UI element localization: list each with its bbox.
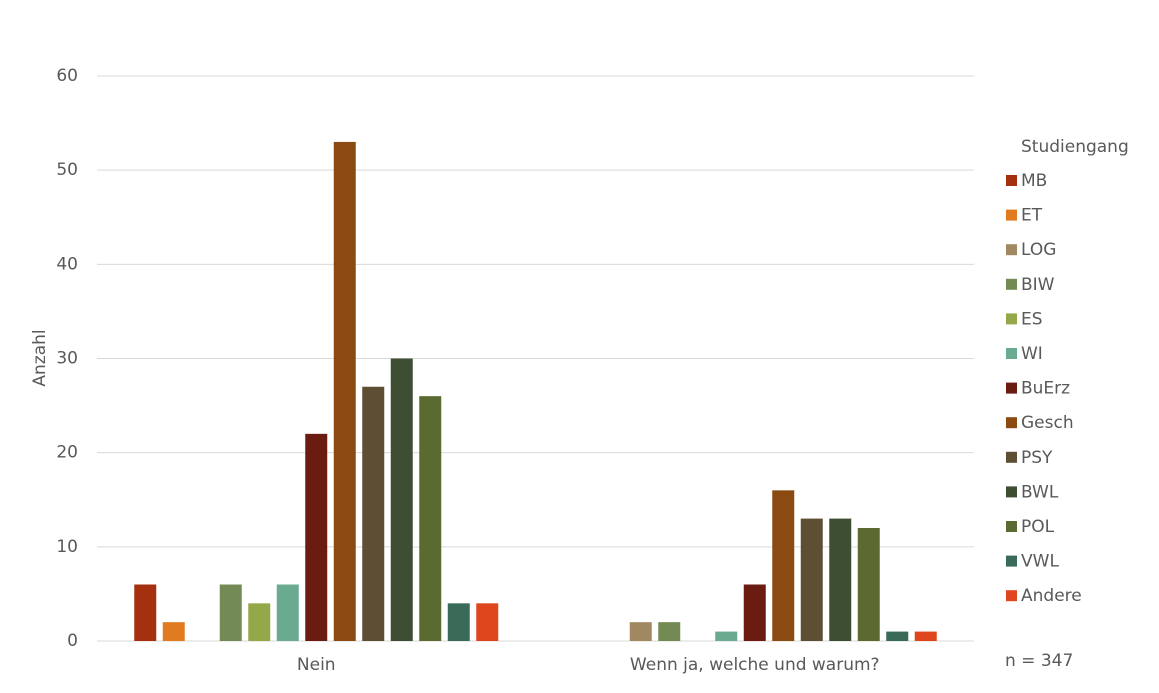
legend-swatch [1006,555,1017,567]
y-tick-label: 40 [56,254,78,274]
bar [829,518,852,641]
bar [715,631,738,641]
bar [305,433,328,641]
bar [658,622,681,641]
legend-swatch [1006,209,1017,221]
legend-label: PSY [1021,448,1053,468]
y-tick-label: 20 [56,443,78,463]
legend-label: Andere [1021,586,1082,606]
x-tick-label: Wenn ja, welche und warum? [630,655,880,675]
bar [134,584,157,641]
legend-swatch [1006,244,1017,256]
y-tick-label: 30 [56,349,78,369]
legend-swatch [1006,417,1017,429]
legend-swatch [1006,590,1017,602]
bar [162,622,185,641]
legend-label: POL [1021,517,1055,537]
legend-swatch [1006,348,1017,359]
legend-label: BuErz [1021,379,1070,399]
legend-swatch [1006,278,1017,290]
bar [886,631,909,641]
bar [248,603,271,641]
y-tick-label: 50 [56,160,78,180]
bar [219,584,242,641]
bar [390,358,413,641]
legend-swatch [1006,175,1017,186]
legend-label: ES [1021,309,1043,329]
annotation: n = 347 [1005,651,1073,671]
bar [800,518,823,641]
y-tick-label: 10 [56,537,78,557]
bar [333,141,356,641]
bar [629,622,652,641]
legend-label: BIW [1021,275,1055,295]
legend-label: ET [1021,206,1043,226]
bar [857,528,880,641]
x-tick-label: Nein [297,655,336,675]
bar [276,584,299,641]
y-tick-label: 60 [56,66,78,86]
legend-swatch [1006,382,1017,394]
legend-label: Gesch [1021,413,1074,433]
y-axis-label: Anzahl [30,329,50,386]
bar [476,603,499,641]
y-tick-label: 0 [67,631,78,651]
legend-swatch [1006,313,1017,325]
bar [447,603,470,641]
legend-swatch [1006,451,1017,463]
legend-label: BWL [1021,482,1059,502]
bar [914,631,937,641]
legend-label: LOG [1021,240,1056,260]
bar [362,386,385,641]
legend-label: MB [1021,171,1047,191]
bar [419,396,442,641]
bar [743,584,766,641]
legend-swatch [1006,486,1017,498]
legend-label: WI [1021,344,1043,364]
legend-label: VWL [1021,552,1059,572]
legend-swatch [1006,521,1017,532]
bar [772,490,795,641]
legend-title: Studiengang [1021,137,1129,157]
